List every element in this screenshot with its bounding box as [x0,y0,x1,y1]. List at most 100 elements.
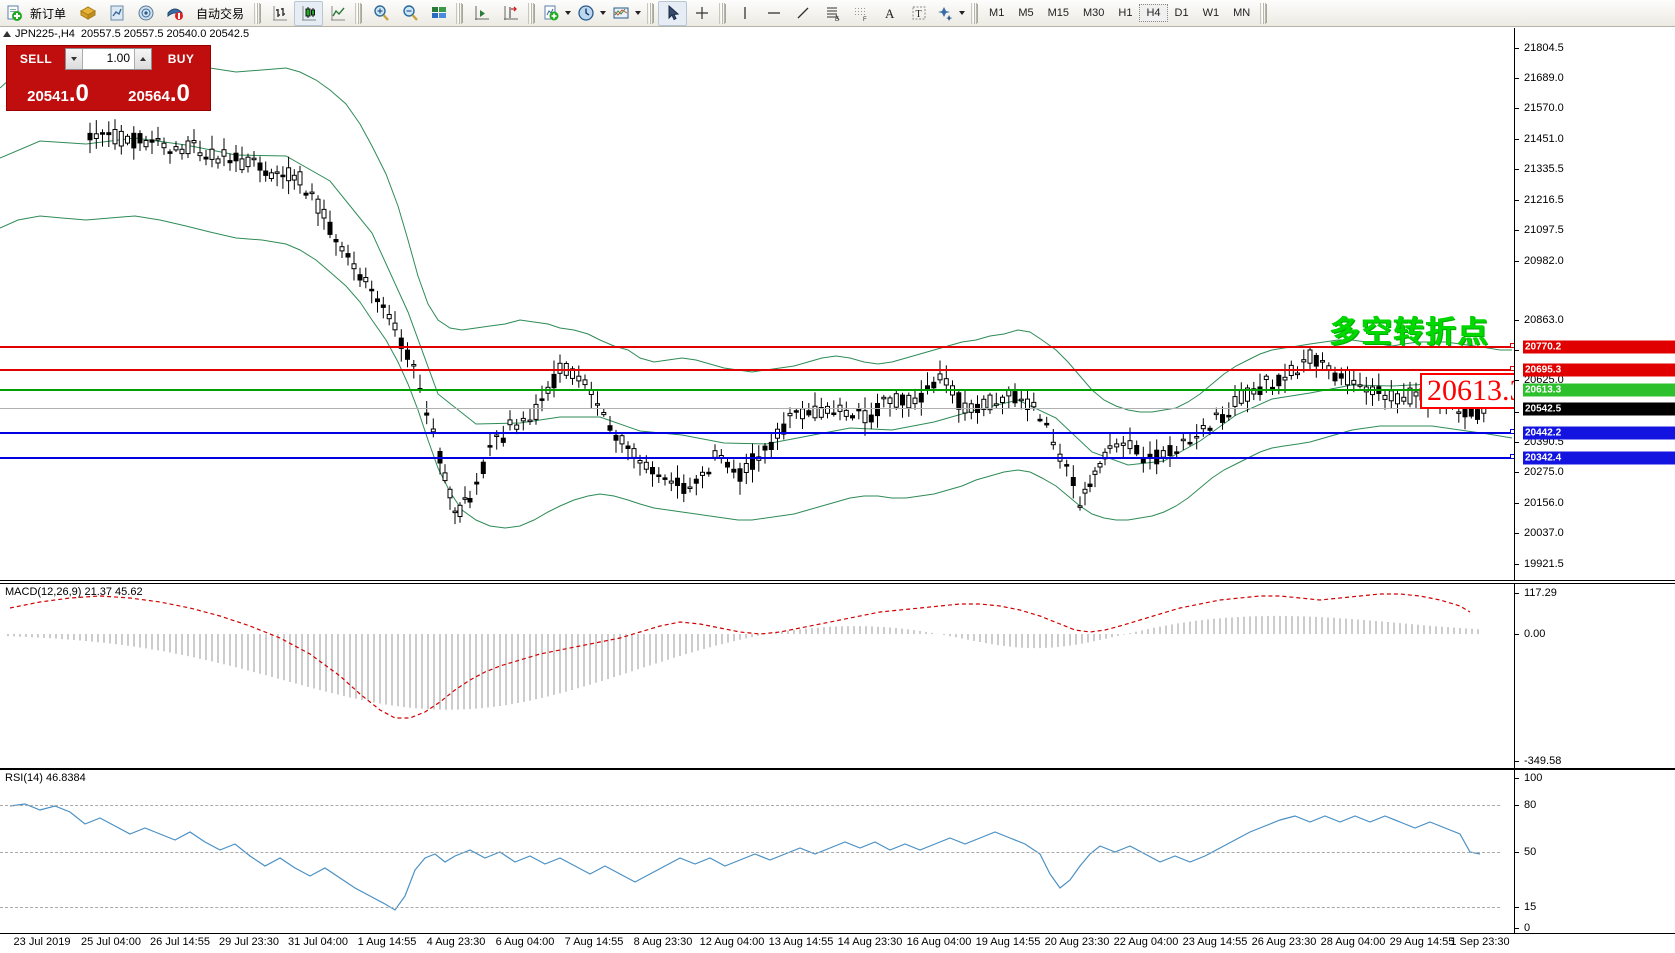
buy-price-display[interactable]: 20564 .0 [110,72,208,108]
line-handle[interactable] [1510,454,1514,459]
macd-panel[interactable]: MACD(12,26,9) 21.37 45.62 117.29 0.00 -3… [0,583,1675,769]
chevron-down-icon[interactable] [600,11,607,15]
support-line-20342[interactable] [0,454,1514,459]
line-handle[interactable] [1510,343,1514,348]
fibonacci-icon[interactable]: E [817,1,846,26]
macd-axis[interactable]: 117.29 0.00 -349.58 [1514,584,1675,768]
collapse-triangle-icon[interactable] [3,31,11,37]
rsi-series-svg [9,803,1481,911]
rsi-tick: 50 [1515,846,1536,858]
sell-button[interactable]: SELL [19,52,53,66]
resistance-line-20770[interactable] [0,343,1514,348]
rsi-panel[interactable]: RSI(14) 46.8384 100 80 50 15 0 [0,769,1675,934]
horizontal-line-icon[interactable] [759,1,788,26]
timeframe-m1[interactable]: M1 [989,7,1005,19]
shapes-icon[interactable] [933,1,968,26]
rsi-axis[interactable]: 100 80 50 15 0 [1514,770,1675,934]
volume-stepper[interactable]: 1.00 [65,48,152,70]
indicators-icon[interactable] [539,1,574,26]
text-label-icon[interactable]: A [875,1,904,26]
navigator-icon[interactable] [131,1,160,26]
toolbar-separator [528,2,537,24]
macd-tick: -349.58 [1515,755,1561,767]
buy-button[interactable]: BUY [167,52,195,66]
toolbar-separator [647,2,656,24]
auto-trading-button[interactable]: 自动交易 [189,1,251,26]
volume-decrement-button[interactable] [66,49,83,69]
chevron-down-icon[interactable] [959,11,966,15]
volume-increment-button[interactable] [134,49,151,69]
line-handle[interactable] [1510,429,1514,434]
cursor-icon[interactable] [658,0,688,26]
timeframe-h4[interactable]: H4 [1139,4,1168,22]
chevron-down-icon[interactable] [635,11,642,15]
current-price-line [0,408,1514,409]
new-order-label: 新订单 [30,6,67,21]
price-tick: 20275.0 [1515,466,1564,478]
periods-icon[interactable] [574,1,609,26]
time-tick: 14 Aug 23:30 [837,936,903,948]
price-plot-area[interactable]: 多空转折点 20613.3 [0,28,1514,580]
level-label-resistance-2[interactable]: 20695.3 [1523,363,1675,377]
timeframe-mn[interactable]: MN [1233,7,1251,19]
sell-price-integer: 20541 [27,88,69,105]
chart-ohlc-label: 20557.5 20557.5 20540.0 20542.5 [80,28,250,40]
svg-text:F: F [863,17,867,22]
resistance-line-20695[interactable] [0,366,1514,371]
level-label-pivot[interactable]: 20613.3 [1523,383,1675,397]
bar-chart-icon[interactable] [265,1,294,26]
candlestick-chart-icon[interactable] [294,0,324,26]
level-label-support-2[interactable]: 20342.4 [1523,451,1675,465]
chevron-down-icon [71,57,77,61]
sell-price-display[interactable]: 20541 .0 [9,72,107,108]
price-axis[interactable]: 21804.5 21689.0 21570.0 21451.0 21335.5 … [1514,28,1675,580]
chart-annotation-text[interactable]: 多空转折点 [1330,316,1490,349]
price-tick: 20037.0 [1515,527,1564,539]
new-order-button[interactable]: 新订单 [2,1,73,26]
support-line-20442[interactable] [0,429,1514,434]
timeframe-h1[interactable]: H1 [1118,7,1133,19]
chevron-down-icon[interactable] [565,11,572,15]
price-tick: 21216.5 [1515,194,1564,206]
timeframe-m5[interactable]: M5 [1018,7,1034,19]
timeframe-w1[interactable]: W1 [1202,7,1220,19]
auto-scroll-icon[interactable] [467,1,496,26]
rsi-plot-area[interactable] [0,770,1514,933]
time-tick: 20 Aug 23:30 [1044,936,1110,948]
timeframe-d1[interactable]: D1 [1174,7,1189,19]
level-label-support-1[interactable]: 20442.2 [1523,426,1675,440]
price-tick: 21451.0 [1515,133,1564,145]
macd-tick: 0.00 [1515,628,1545,640]
timeframe-m15[interactable]: M15 [1047,7,1069,19]
timeframe-m30[interactable]: M30 [1083,7,1105,19]
trendline-icon[interactable] [788,1,817,26]
tile-windows-icon[interactable] [424,1,453,26]
text-box-icon[interactable]: T [904,1,933,26]
crosshair-icon[interactable] [687,1,716,26]
chevron-up-icon [140,57,146,61]
toolbar-separator [355,2,364,24]
chart-shift-icon[interactable] [496,1,525,26]
time-tick: 19 Aug 14:55 [975,936,1041,948]
zoom-in-icon[interactable] [366,1,395,26]
macd-series-svg [7,593,1479,719]
current-price-label: 20542.5 [1523,402,1675,416]
price-series-svg [0,59,1513,529]
templates-icon[interactable] [609,1,644,26]
pivot-line-20613[interactable] [0,386,1514,391]
volume-value[interactable]: 1.00 [106,51,130,65]
line-handle[interactable] [1510,366,1514,371]
price-chart-panel[interactable]: 多空转折点 20613.3 21804.5 21689.0 21570.0 21… [0,28,1675,581]
price-callout-box[interactable]: 20613.3 [1420,373,1514,409]
macd-plot-area[interactable] [0,584,1514,768]
level-label-resistance-1[interactable]: 20770.2 [1523,340,1675,354]
price-tick: 20863.0 [1515,314,1564,326]
vertical-line-icon[interactable] [730,1,759,26]
market-watch-icon[interactable] [160,1,189,26]
zoom-out-icon[interactable] [395,1,424,26]
terminal-icon[interactable] [73,1,102,26]
data-window-icon[interactable] [102,1,131,26]
price-tick: 20625.0 [1515,374,1564,386]
line-chart-icon[interactable] [323,1,352,26]
fibo-channel-icon[interactable]: F [846,1,875,26]
